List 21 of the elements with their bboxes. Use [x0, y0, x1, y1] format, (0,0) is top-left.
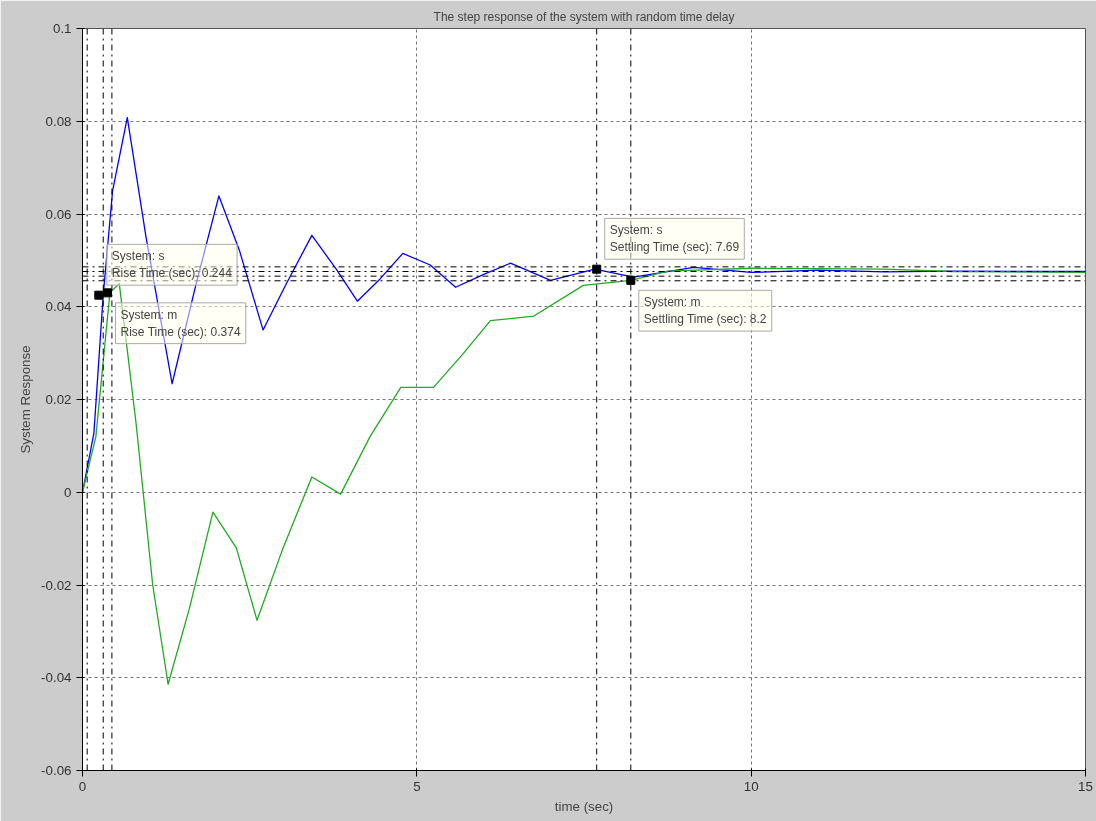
y-tick-label: 0.08: [45, 113, 72, 129]
annotation: System: m Settling Time (sec): 8.2: [643, 295, 767, 327]
annotation: System: m Rise Time (sec): 0.374: [120, 307, 241, 339]
x-tick-label: 10: [743, 778, 759, 794]
x-tick-label: 15: [1078, 778, 1093, 794]
annotation: System: s Settling Time (sec): 7.69: [609, 223, 740, 255]
y-tick-label: -0.02: [41, 577, 72, 593]
y-tick-label: 0: [64, 484, 72, 500]
y-tick-label: 0.04: [45, 299, 73, 315]
x-tick-label: 0: [78, 778, 87, 794]
y-tick-label: -0.06: [41, 763, 72, 778]
y-tick-label: 0.1: [52, 21, 72, 36]
chart-title: The step response of the system with random time delay: [433, 9, 735, 24]
line-series: [82, 267, 1086, 685]
annotation: System: s Rise Time (sec): 0.244: [111, 249, 233, 281]
x-tick-label: 5: [413, 778, 421, 794]
y-axis-title: System Response: [18, 345, 34, 454]
y-tick-label: 0.06: [45, 206, 72, 222]
y-tick-label: -0.04: [41, 670, 73, 686]
y-tick-label: 0.02: [45, 392, 72, 407]
x-axis-title: time (sec): [554, 798, 614, 814]
